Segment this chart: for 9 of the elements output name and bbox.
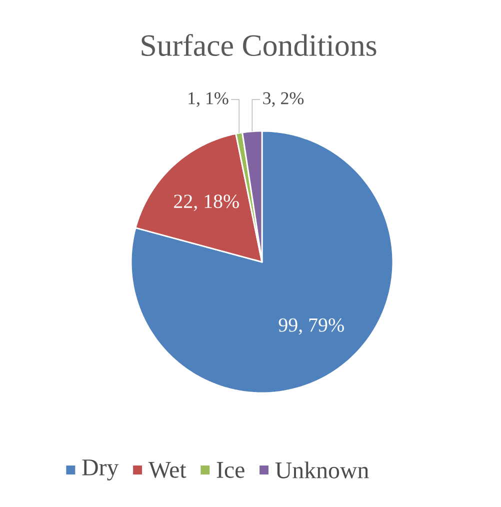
legend-label: Dry (82, 460, 119, 480)
data-label: 22, 18% (174, 194, 239, 211)
data-label: 1, 1% (188, 92, 228, 107)
legend-label: Wet (148, 462, 186, 478)
data-label: 99, 79% (278, 318, 344, 335)
legend-label: Ice (216, 462, 244, 478)
chart-title: Surface Conditions (142, 34, 376, 56)
legend-label: Unknown (275, 462, 369, 478)
data-label: 3, 2% (263, 92, 304, 107)
